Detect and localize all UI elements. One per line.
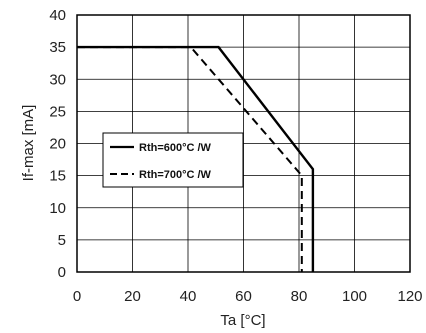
x-tick-label: 0 — [73, 288, 81, 305]
legend-box — [102, 132, 244, 188]
y-axis-title: If-max [mA] — [20, 105, 37, 182]
y-tick-label: 15 — [49, 168, 66, 185]
y-tick-label: 10 — [49, 200, 66, 217]
y-tick-label: 20 — [49, 136, 66, 153]
y-tick-labels: 0 5 10 15 20 25 30 35 40 — [49, 7, 66, 281]
x-tick-labels: 0 20 40 60 80 100 120 — [73, 288, 423, 305]
legend: Rth=600°C /W Rth=700°C /W — [102, 132, 244, 188]
legend-label-rth-600: Rth=600°C /W — [139, 142, 212, 154]
x-tick-label: 20 — [124, 288, 141, 305]
y-tick-label: 25 — [49, 103, 66, 120]
y-tick-label: 40 — [49, 7, 66, 24]
y-tick-label: 35 — [49, 39, 66, 56]
y-tick-label: 30 — [49, 71, 66, 88]
x-axis-title: Ta [°C] — [220, 312, 265, 329]
y-tick-label: 0 — [58, 264, 66, 281]
x-tick-label: 120 — [397, 288, 422, 305]
x-tick-label: 100 — [342, 288, 367, 305]
x-tick-label: 80 — [291, 288, 308, 305]
y-tick-label: 5 — [58, 232, 66, 249]
legend-label-rth-700: Rth=700°C /W — [139, 169, 212, 181]
x-tick-label: 60 — [235, 288, 252, 305]
plot-frame — [76, 14, 411, 273]
x-tick-label: 40 — [180, 288, 197, 305]
series-line-rth-700 — [77, 46, 303, 272]
series-layer — [77, 45, 315, 272]
